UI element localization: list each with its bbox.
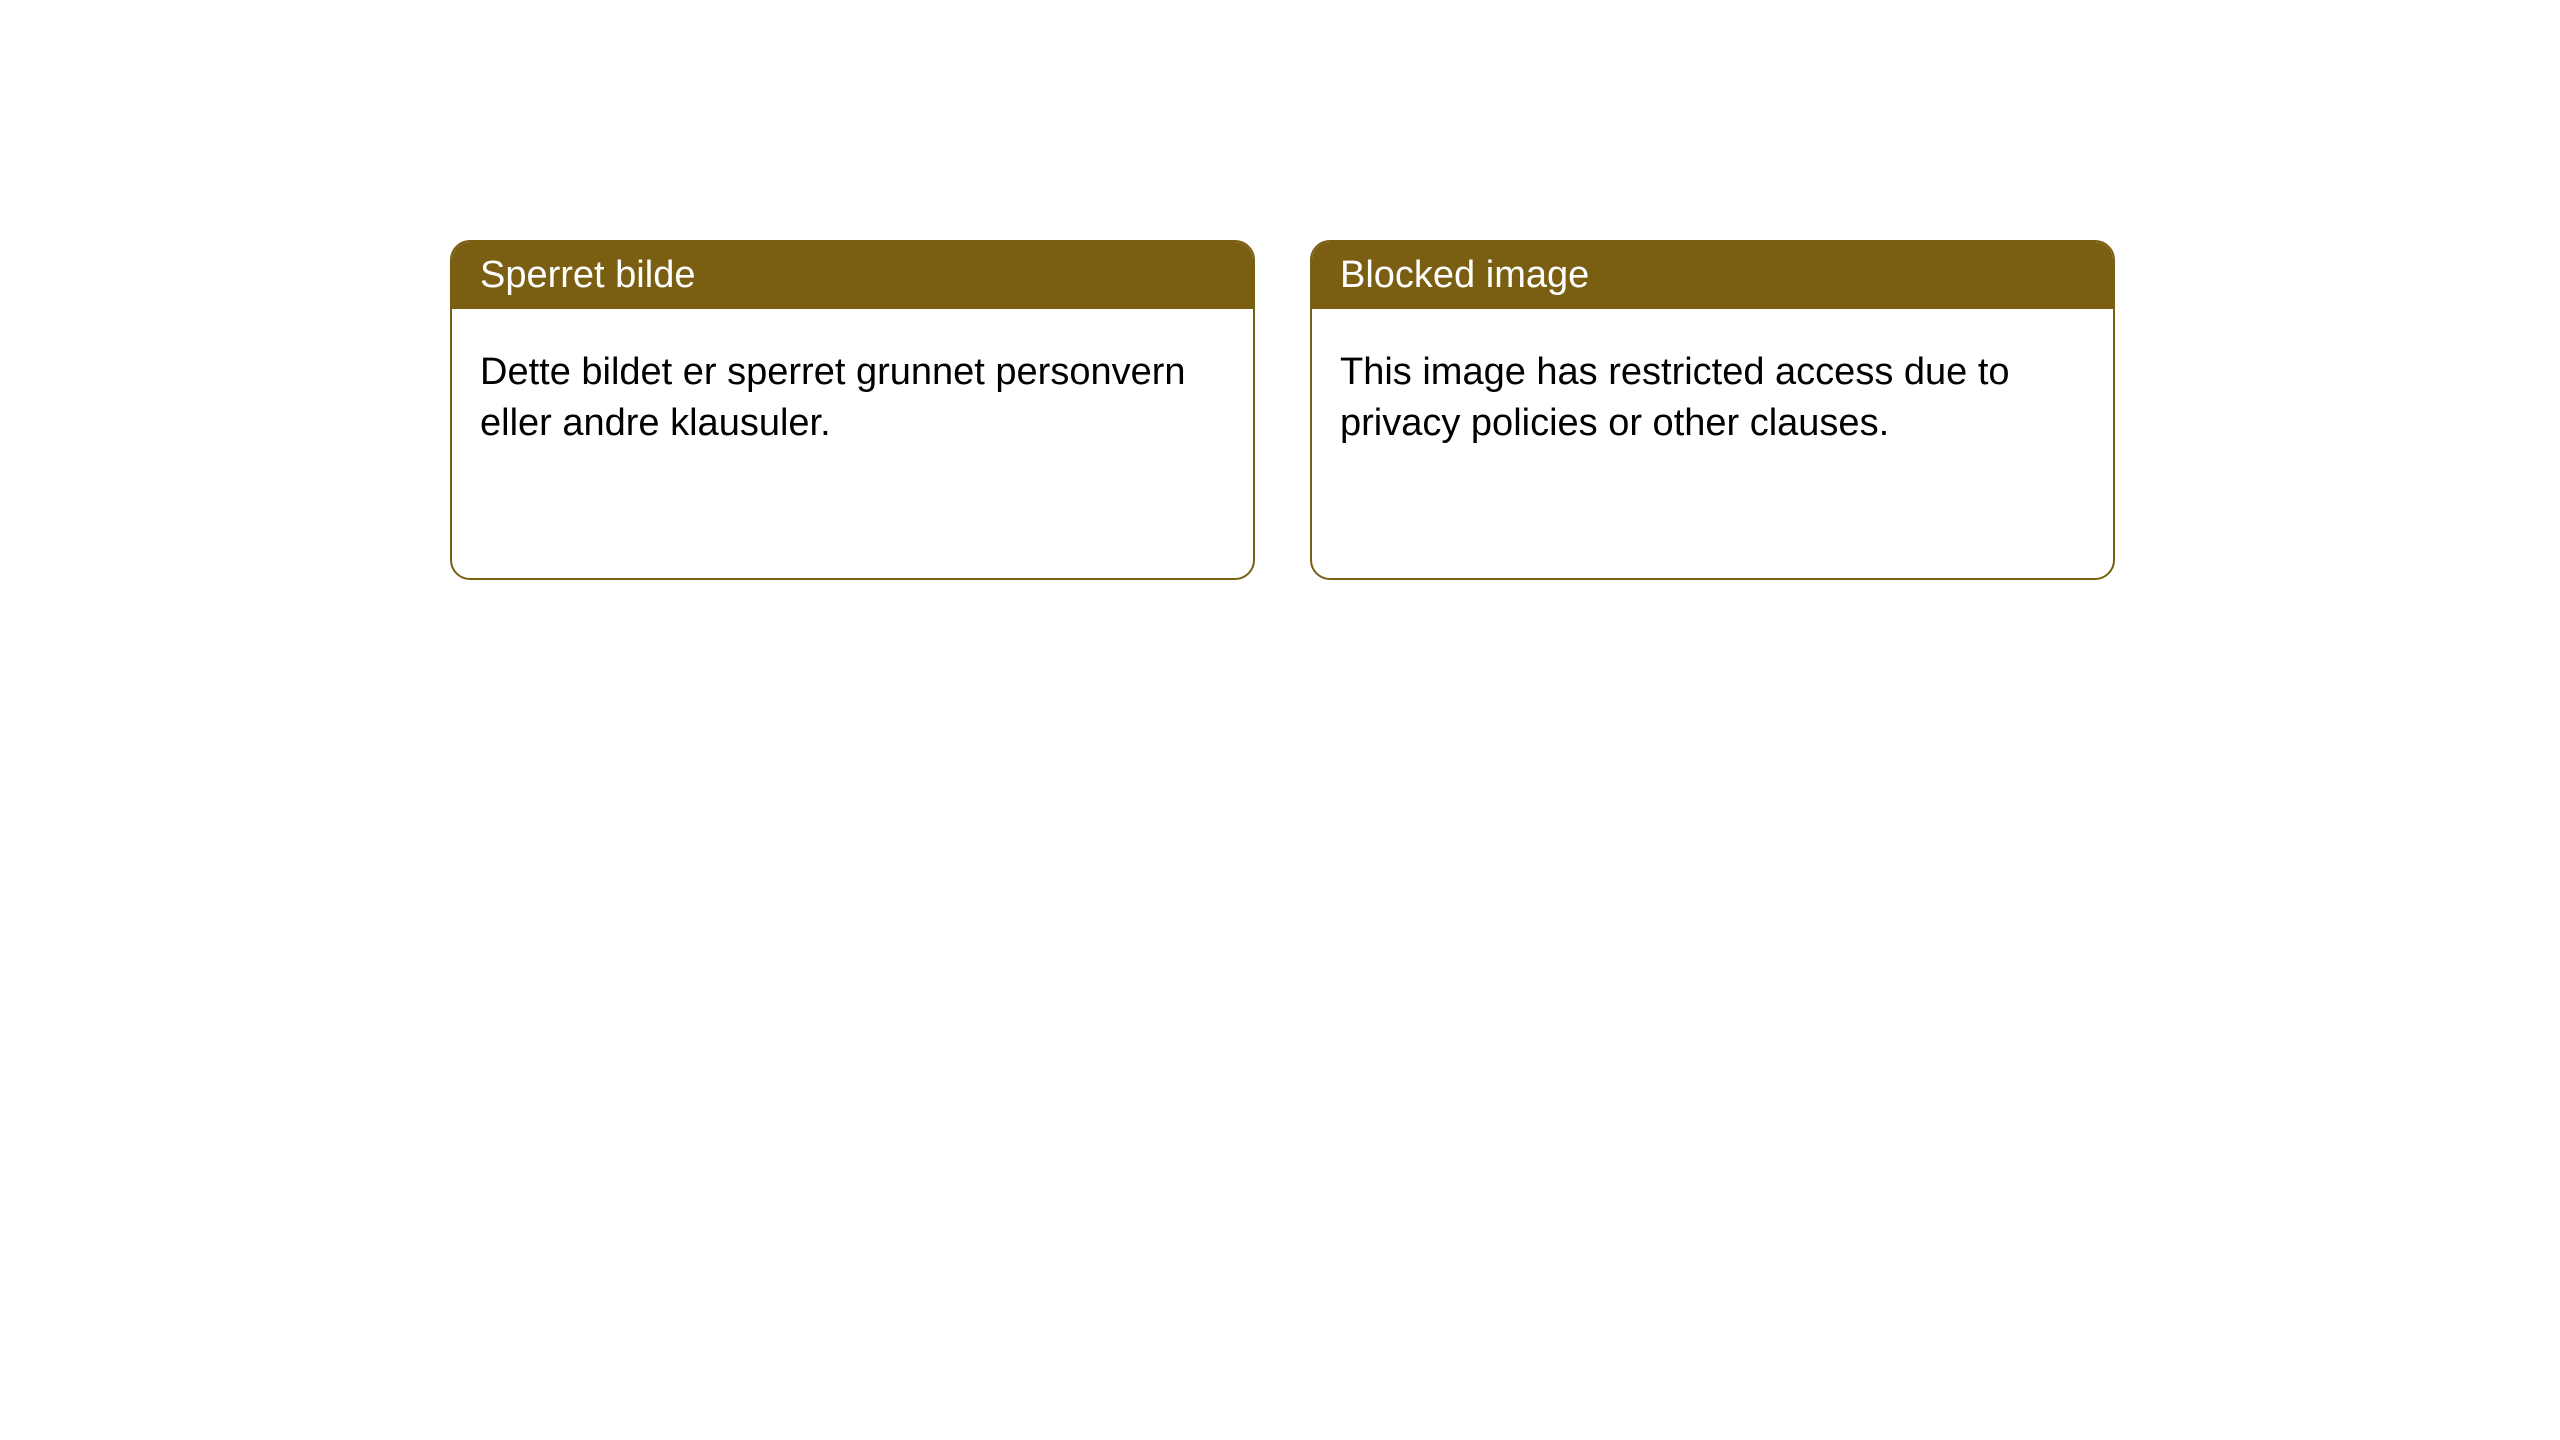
card-body: Dette bildet er sperret grunnet personve… <box>452 309 1253 488</box>
blocked-image-notice-english: Blocked image This image has restricted … <box>1310 240 2115 580</box>
card-header: Blocked image <box>1312 242 2113 309</box>
notice-cards-container: Sperret bilde Dette bildet er sperret gr… <box>0 0 2560 580</box>
card-header: Sperret bilde <box>452 242 1253 309</box>
card-body-text: Dette bildet er sperret grunnet personve… <box>480 351 1186 444</box>
card-title: Blocked image <box>1340 254 1589 296</box>
blocked-image-notice-norwegian: Sperret bilde Dette bildet er sperret gr… <box>450 240 1255 580</box>
card-title: Sperret bilde <box>480 254 695 296</box>
card-body-text: This image has restricted access due to … <box>1340 351 2010 444</box>
card-body: This image has restricted access due to … <box>1312 309 2113 488</box>
